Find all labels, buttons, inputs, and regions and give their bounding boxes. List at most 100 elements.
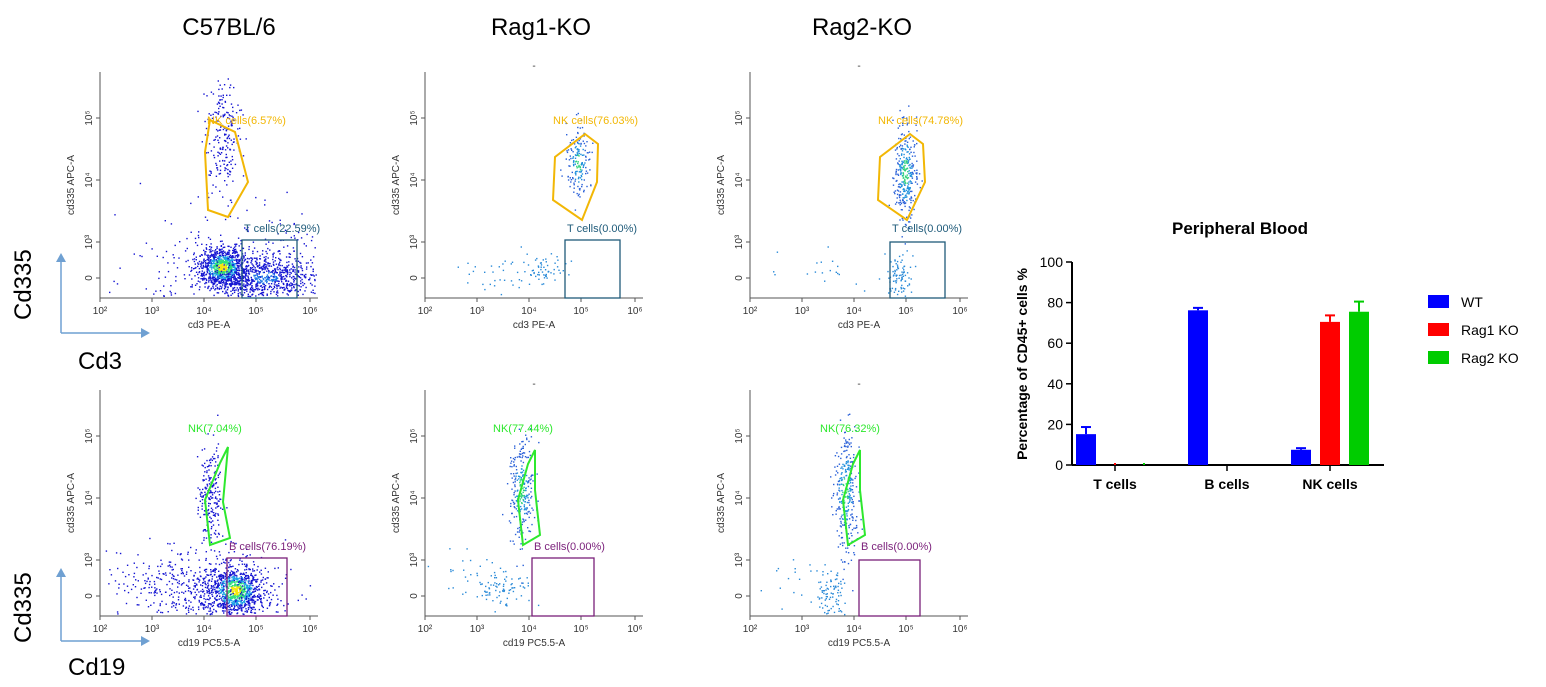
flow-y-tick-label: 10⁴ (409, 172, 420, 187)
legend-swatch (1428, 295, 1449, 308)
flow-top-mark: - (857, 379, 860, 390)
flow-x-tick-label: 10⁴ (521, 624, 536, 635)
flow-y-tick-label: 10⁴ (734, 172, 745, 187)
flow-x-axis-label: cd3 PE-A (838, 320, 881, 331)
bar-wt-nk-cells (1291, 449, 1311, 465)
bar-wt-t-cells (1076, 434, 1096, 465)
nk-gate-label: NK(77.44%) (493, 423, 553, 435)
bar-y-tick-label: 80 (1047, 295, 1063, 311)
flow-x-tick-label: 10⁴ (196, 306, 211, 317)
flow-x-tick-label: 10⁴ (521, 306, 536, 317)
flow-y-axis-label: cd335 APC-A (716, 473, 727, 533)
bar-y-tick-label: 20 (1047, 416, 1063, 432)
bar-rag1-ko-nk-cells (1320, 321, 1340, 465)
flow-y-tick-label: 10⁵ (409, 428, 420, 443)
legend-label: Rag1 KO (1461, 322, 1519, 338)
flow-y-axis-label: cd335 APC-A (66, 155, 77, 215)
flow-y-tick-label: 10⁵ (84, 110, 95, 125)
flow-panel-r1-c3: - 10² 10³ 10⁴ 10⁵ 10⁶ 0 10³ 10⁴ 10⁵ cd335 APC-A cd3… (716, 61, 968, 331)
lineage-gate-label: T cells(0.00%) (567, 223, 637, 235)
lineage-gate-rect (226, 557, 288, 617)
flow-top-mark: - (532, 379, 535, 390)
flow-y-tick-label: 10⁵ (409, 110, 420, 125)
flow-y-tick-label: 0 (409, 593, 420, 599)
flow-panel-r2-c1: 10² 10³ 10⁴ 10⁵ 10⁶ 0 10³ 10⁴ 10⁵ cd335 APC-A cd19… (66, 390, 318, 649)
flow-x-tick-label: 10³ (145, 624, 160, 635)
lineage-gate-label: B cells(0.00%) (534, 541, 605, 553)
lineage-gate-rect (858, 559, 921, 617)
flow-x-tick-label: 10⁵ (248, 306, 263, 317)
nk-gate-polygon (516, 449, 542, 547)
flow-events (109, 78, 317, 298)
flow-events (457, 112, 594, 296)
nk-gate-polygon (203, 118, 250, 219)
bar-rag2-ko-nk-cells (1349, 311, 1369, 465)
row1-x-marker-label: Cd3 (78, 348, 123, 375)
flow-y-tick-label: 10⁴ (84, 172, 95, 187)
flow-panel-r2-c3: - 10² 10³ 10⁴ 10⁵ 10⁶ 0 10³ 10⁴ 10⁵ cd335 APC-A cd1… (716, 379, 968, 649)
flow-events (760, 413, 863, 616)
flow-y-axis-label: cd335 APC-A (391, 155, 402, 215)
flow-x-tick-label: 10² (743, 624, 758, 635)
lineage-gate-label: B cells(0.00%) (861, 541, 932, 553)
flow-x-tick-label: 10³ (795, 306, 810, 317)
flow-y-tick-label: 10⁴ (84, 490, 95, 505)
bar-chart: Peripheral Blood 0 20 40 60 80 100 Percentage o… (1014, 219, 1519, 492)
row2-axis-arrows (56, 568, 150, 646)
flow-events (773, 105, 923, 297)
nk-gate-label: NK(7.04%) (188, 423, 242, 435)
flow-y-tick-label: 10³ (409, 234, 420, 249)
flow-x-axis-label: cd3 PE-A (188, 320, 231, 331)
nk-gate-polygon (876, 132, 927, 222)
flow-y-tick-label: 0 (409, 275, 420, 281)
flow-x-tick-label: 10³ (145, 306, 160, 317)
flow-y-tick-label: 0 (84, 593, 95, 599)
nk-gate-polygon (551, 132, 600, 222)
flow-events (105, 414, 312, 616)
flow-top-mark: - (857, 61, 860, 72)
flow-y-tick-label: 10⁴ (409, 490, 420, 505)
flow-x-tick-label: 10⁶ (302, 306, 317, 317)
flow-x-tick-label: 10⁶ (302, 624, 317, 635)
flow-panel-r1-c1: 10² 10³ 10⁴ 10⁵ 10⁶ 0 10³ 10⁴ 10⁵ cd335 APC-A cd3 … (66, 72, 320, 331)
row2-x-marker-label: Cd19 (68, 654, 126, 681)
flow-x-tick-label: 10² (93, 306, 108, 317)
flow-y-axis-label: cd335 APC-A (716, 155, 727, 215)
flow-x-tick-label: 10⁵ (898, 306, 913, 317)
legend-swatch (1428, 323, 1449, 336)
flow-cytometry-panels: 10² 10³ 10⁴ 10⁵ 10⁶ 0 10³ 10⁴ 10⁵ cd335 APC-A cd3 … (66, 61, 968, 649)
row1-axis-arrows (56, 253, 150, 338)
bar-y-tick-label: 60 (1047, 335, 1063, 351)
lineage-gate-label: B cells(76.19%) (229, 541, 306, 553)
flow-y-tick-label: 10⁵ (734, 428, 745, 443)
lineage-gate-rect (564, 239, 621, 299)
flow-x-tick-label: 10⁶ (952, 624, 967, 635)
flow-x-tick-label: 10² (93, 624, 108, 635)
nk-gate-polygon (203, 446, 232, 547)
lineage-gate-rect (889, 241, 946, 299)
flow-x-axis-label: cd3 PE-A (513, 320, 556, 331)
flow-x-tick-label: 10³ (470, 306, 485, 317)
legend-label: Rag2 KO (1461, 350, 1519, 366)
flow-y-tick-label: 10⁵ (84, 428, 95, 443)
column-title-rag2-ko: Rag2-KO (811, 14, 913, 41)
flow-y-tick-label: 10⁵ (734, 110, 745, 125)
flow-x-tick-label: 10⁶ (627, 306, 642, 317)
flow-x-tick-label: 10² (418, 624, 433, 635)
flow-y-tick-label: 10³ (734, 552, 745, 567)
flow-x-tick-label: 10² (743, 306, 758, 317)
flow-x-tick-label: 10⁵ (573, 306, 588, 317)
flow-y-tick-label: 10³ (734, 234, 745, 249)
flow-top-mark: - (532, 61, 535, 72)
nk-gate-label: NK cells(6.57%) (207, 115, 286, 127)
bar-y-tick-label: 40 (1047, 376, 1063, 392)
legend-label: WT (1461, 294, 1483, 310)
flow-y-axis-label: cd335 APC-A (66, 473, 77, 533)
flow-y-tick-label: 0 (734, 593, 745, 599)
flow-x-tick-label: 10² (418, 306, 433, 317)
bar-chart-title: Peripheral Blood (1172, 219, 1308, 238)
flow-events (427, 428, 540, 613)
flow-y-tick-label: 10³ (84, 552, 95, 567)
bar-category-label: T cells (1093, 476, 1137, 492)
